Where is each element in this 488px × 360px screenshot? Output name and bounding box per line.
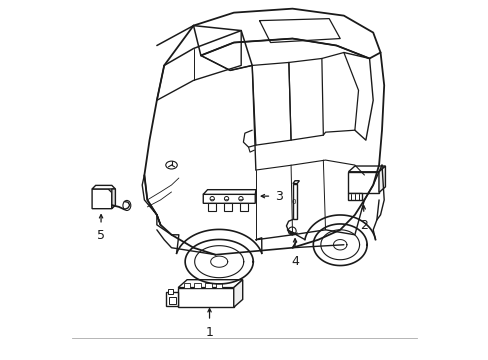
Bar [204, 283, 211, 288]
Text: 3: 3 [274, 190, 282, 203]
Bar [224, 203, 231, 211]
Bar [178, 288, 233, 307]
Polygon shape [378, 166, 385, 193]
Bar [168, 289, 173, 294]
Text: 4: 4 [290, 255, 298, 268]
Bar [183, 283, 190, 288]
Text: 0: 0 [291, 198, 296, 204]
Polygon shape [348, 166, 385, 172]
Polygon shape [178, 280, 242, 288]
Polygon shape [292, 181, 299, 184]
Bar [194, 283, 201, 288]
Polygon shape [233, 280, 242, 307]
Text: 2: 2 [359, 220, 367, 233]
Bar [348, 193, 362, 201]
Polygon shape [203, 190, 255, 194]
Polygon shape [92, 189, 112, 209]
Bar [207, 203, 215, 211]
Bar [348, 172, 378, 193]
Bar [169, 297, 175, 304]
Bar [292, 184, 297, 220]
Bar [165, 292, 178, 306]
Polygon shape [112, 189, 115, 209]
Polygon shape [203, 193, 255, 203]
Bar [240, 203, 247, 211]
Polygon shape [92, 185, 115, 189]
Text: 1: 1 [205, 326, 213, 339]
Bar [215, 283, 222, 288]
Text: 5: 5 [97, 229, 105, 243]
